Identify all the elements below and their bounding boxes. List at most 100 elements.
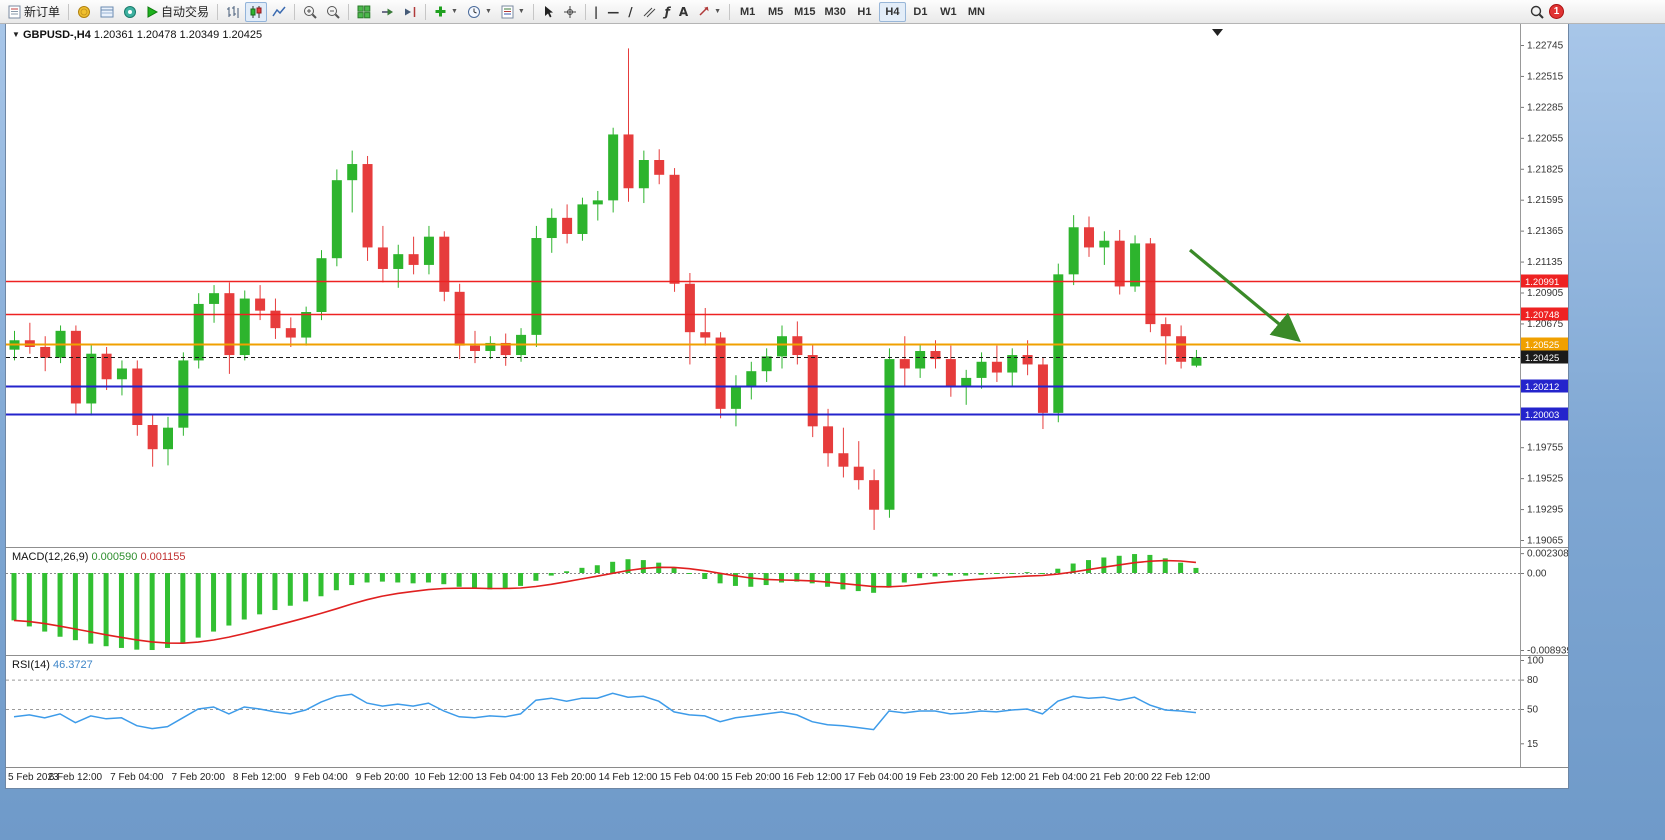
fibonacci-tool-button[interactable]: ƒ (661, 2, 674, 22)
svg-text:1.21595: 1.21595 (1527, 195, 1564, 206)
window-bottom-border (0, 788, 1665, 840)
arrow-tool-icon (699, 6, 709, 16)
svg-text:1.20212: 1.20212 (1525, 382, 1559, 393)
crosshair-icon (563, 5, 576, 18)
zoom-out-button[interactable] (322, 2, 344, 22)
add-indicator-icon (435, 6, 446, 17)
time-axis-label: 21 Feb 20:00 (1089, 772, 1149, 783)
svg-text:15: 15 (1527, 739, 1539, 750)
rsi-value: 46.3727 (52, 659, 93, 671)
vertical-line-tool-button[interactable]: | (590, 2, 602, 22)
time-axis-label: 7 Feb 04:00 (110, 772, 164, 783)
horizontal-line-icon: — (607, 4, 620, 19)
svg-text:1.22055: 1.22055 (1527, 133, 1564, 144)
search-button[interactable] (1526, 2, 1548, 22)
svg-text:1.20675: 1.20675 (1527, 319, 1564, 330)
timeframe-mn-button[interactable]: MN (963, 2, 990, 22)
time-axis-label: 19 Feb 23:00 (905, 772, 965, 783)
svg-text:1.22745: 1.22745 (1527, 41, 1564, 52)
time-axis-label: 16 Feb 12:00 (782, 772, 842, 783)
horizontal-line-tool-button[interactable]: — (603, 2, 623, 22)
auto-scroll-icon (382, 8, 394, 15)
symbol-dropdown-icon[interactable]: ▼ (12, 30, 20, 39)
svg-text:0.002308: 0.002308 (1527, 549, 1568, 560)
chevron-down-icon: ▼ (517, 8, 525, 15)
rsi-panel-title: RSI(14) 46.3727 (12, 659, 93, 671)
autotrading-button[interactable]: 自动交易 (142, 2, 213, 22)
trendline-icon: / (628, 4, 633, 19)
add-indicator-button[interactable]: ▼ (430, 2, 462, 22)
market-watch-icon (78, 5, 91, 18)
panel-separator[interactable] (6, 655, 1568, 656)
timeframe-h1-button[interactable]: H1 (851, 2, 878, 22)
line-chart-button[interactable] (268, 2, 290, 22)
timeframe-w1-button[interactable]: W1 (935, 2, 962, 22)
new-order-label: 新订单 (24, 5, 61, 19)
zoom-in-button[interactable] (299, 2, 321, 22)
notification-badge[interactable]: 1 (1549, 4, 1564, 19)
rsi-indicator-panel[interactable]: 100 80 50 15 (6, 656, 1568, 767)
main-price-chart[interactable]: 1.22745 1.22515 1.22285 1.22055 1.21825 1.215… (6, 24, 1568, 547)
svg-text:1.20991: 1.20991 (1525, 277, 1559, 288)
data-window-button[interactable] (96, 2, 118, 22)
time-axis-label: 17 Feb 04:00 (844, 772, 904, 783)
new-order-button[interactable]: 新订单 (4, 2, 64, 22)
macd-value: 0.000590 (91, 551, 138, 563)
zoom-in-icon (304, 5, 317, 19)
chart-shift-icon (405, 6, 416, 17)
timeframe-h4-button[interactable]: H4 (878, 1, 906, 22)
timeframe-d1-button[interactable]: D1 (907, 2, 934, 22)
chevron-down-icon: ▼ (484, 8, 492, 15)
time-axis-label: 8 Feb 12:00 (232, 772, 287, 783)
svg-text:1.20003: 1.20003 (1525, 410, 1559, 421)
text-icon: A (678, 4, 689, 19)
vertical-line-icon: | (593, 4, 599, 19)
macd-panel-title: MACD(12,26,9) 0.000590 0.001155 (12, 551, 186, 563)
search-icon (1530, 5, 1544, 19)
toolbar-separator (217, 3, 219, 20)
svg-text:1.20748: 1.20748 (1525, 310, 1559, 321)
time-axis-label: 15 Feb 20:00 (721, 772, 781, 783)
time-axis-label: 20 Feb 12:00 (966, 772, 1026, 783)
market-watch-button[interactable] (73, 2, 95, 22)
tile-windows-icon (357, 5, 371, 18)
panel-separator[interactable] (6, 547, 1568, 548)
crosshair-button[interactable] (559, 2, 581, 22)
rsi-label: RSI(14) (12, 659, 50, 671)
timeframe-m30-button[interactable]: M30 (821, 2, 850, 22)
text-tool-button[interactable]: A (675, 2, 692, 22)
timeframe-m5-button[interactable]: M5 (762, 2, 789, 22)
data-window-icon (100, 6, 114, 17)
channel-icon (643, 7, 655, 17)
timeframe-m15-button[interactable]: M15 (790, 2, 819, 22)
time-axis-label: 7 Feb 20:00 (171, 772, 225, 783)
svg-text:1.20905: 1.20905 (1527, 288, 1564, 299)
candlestick-chart-button[interactable] (245, 1, 268, 22)
time-axis-label: 21 Feb 04:00 (1028, 772, 1088, 783)
navigator-button[interactable] (119, 2, 141, 22)
channel-tool-button[interactable] (638, 2, 660, 22)
chart-shift-button[interactable] (399, 2, 421, 22)
macd-indicator-panel[interactable]: 0.002308 0.00 -0.008939 (6, 548, 1568, 655)
trendline-tool-button[interactable]: / (624, 2, 636, 22)
timeframe-m1-button[interactable]: M1 (734, 2, 761, 22)
bar-chart-button[interactable] (222, 2, 244, 22)
time-axis[interactable]: 5 Feb 2023 6 Feb 12:00 7 Feb 04:00 7 Feb 20… (6, 767, 1568, 788)
candlestick-icon (250, 5, 262, 18)
svg-text:50: 50 (1527, 705, 1539, 716)
auto-scroll-button[interactable] (376, 2, 398, 22)
autotrading-label: 自动交易 (161, 5, 210, 19)
tile-windows-button[interactable] (353, 2, 375, 22)
trend-arrow-annotation (1188, 248, 1301, 343)
time-axis-label: 13 Feb 04:00 (475, 772, 535, 783)
period-button[interactable]: ▼ (463, 2, 496, 22)
chart-window: ▼ GBPUSD-,H4 1.20361 1.20478 1.20349 1.2… (5, 23, 1569, 789)
svg-text:1.22285: 1.22285 (1527, 102, 1564, 113)
time-axis-label: 13 Feb 20:00 (537, 772, 597, 783)
svg-text:1.20525: 1.20525 (1525, 340, 1559, 351)
templates-button[interactable]: ▼ (497, 2, 529, 22)
svg-text:1.20425: 1.20425 (1525, 353, 1559, 364)
svg-text:1.19065: 1.19065 (1527, 536, 1564, 547)
arrows-tool-button[interactable]: ▼ (693, 2, 725, 22)
cursor-button[interactable] (538, 2, 558, 22)
